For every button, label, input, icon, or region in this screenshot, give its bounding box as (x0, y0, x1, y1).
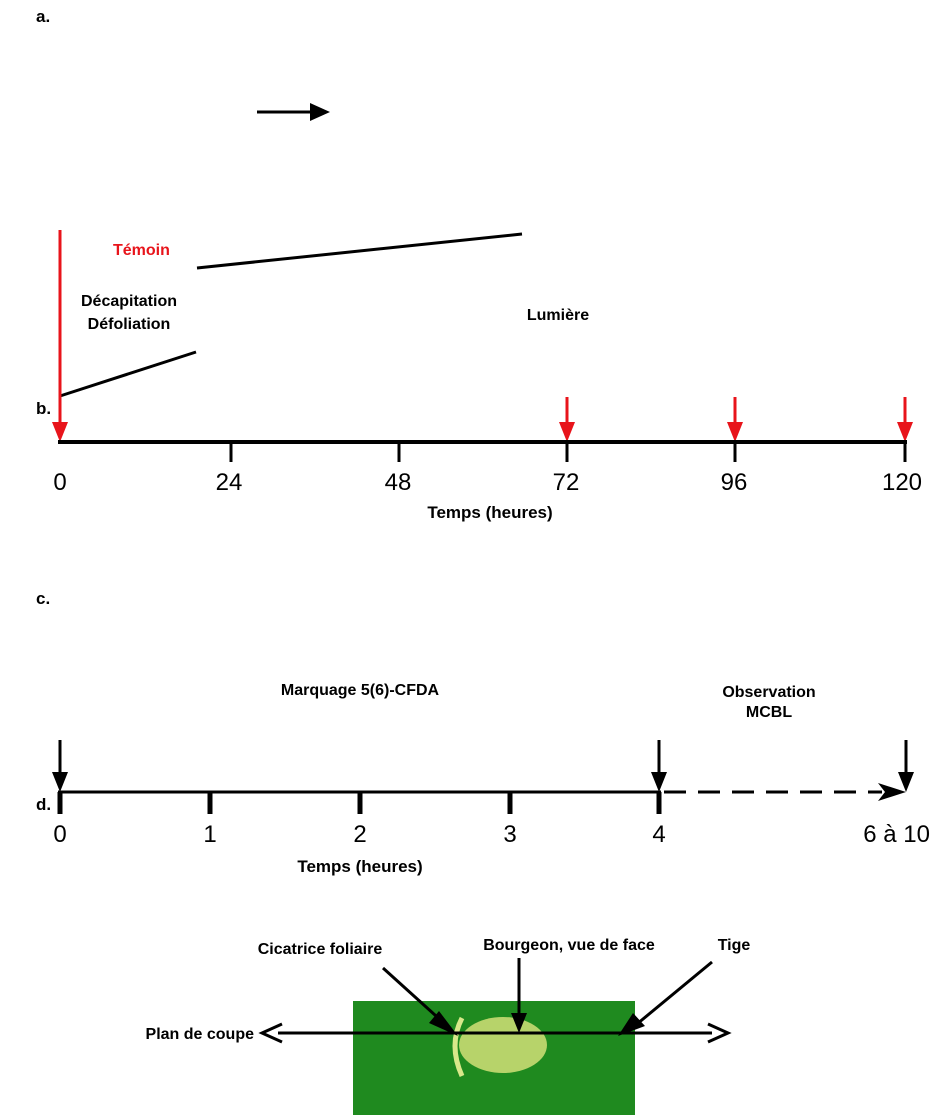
bourgeon-pointer (511, 958, 527, 1033)
temoin-label: Témoin (113, 242, 170, 259)
red-arrow-96 (727, 397, 743, 442)
panel-label-b: b. (36, 399, 51, 418)
cicatrice-label: Cicatrice foliaire (258, 941, 383, 958)
tick-label-b-72: 72 (553, 469, 580, 496)
axis-c-arrowhead (878, 783, 906, 801)
black-arrow-end (898, 740, 914, 792)
bud (459, 1017, 547, 1073)
black-arrow-0 (52, 740, 68, 792)
panel-c: Marquage 5(6)-CFDA Observation MCBL 0 1 … (52, 682, 930, 876)
observation-label-2: MCBL (746, 704, 792, 721)
end-label-c: 6 à 10 (863, 821, 930, 848)
tick-label-b-24: 24 (216, 469, 243, 496)
panel-label-d: d. (36, 795, 51, 814)
tick-label-b-48: 48 (385, 469, 412, 496)
decapitation-label: Décapitation (81, 293, 177, 310)
defoliation-label: Défoliation (88, 316, 171, 333)
temoin-line (196, 232, 523, 270)
tige-label: Tige (718, 937, 751, 954)
red-arrow-120 (897, 397, 913, 442)
tick-label-b-120: 120 (882, 469, 922, 496)
observation-label-1: Observation (722, 684, 815, 701)
bourgeon-label: Bourgeon, vue de face (483, 937, 655, 954)
plan-label: Plan de coupe (146, 1026, 255, 1043)
tick-label-c-4: 4 (652, 821, 665, 848)
marquage-label: Marquage 5(6)-CFDA (281, 682, 440, 699)
red-arrow-0 (52, 230, 68, 442)
black-arrow-4 (651, 740, 667, 792)
panel-label-c: c. (36, 589, 50, 608)
axis-title-b: Temps (heures) (427, 503, 552, 522)
plan-de-coupe-arrow (258, 1022, 732, 1044)
tick-label-b-96: 96 (721, 469, 748, 496)
tick-label-c-2: 2 (353, 821, 366, 848)
panel-d: Cicatrice foliaire Bourgeon, vue de face… (146, 937, 751, 1115)
panel-a-arrow (257, 103, 330, 121)
panel-b: Témoin Décapitation Défoliation Lumière (52, 230, 922, 522)
tige-pointer (618, 960, 713, 1036)
panel-label-a: a. (36, 7, 50, 26)
tick-label-c-0: 0 (53, 821, 66, 848)
tick-label-c-3: 3 (503, 821, 516, 848)
leaf-scar (452, 1016, 465, 1078)
tick-label-b-0: 0 (53, 469, 66, 496)
axis-title-c: Temps (heures) (297, 857, 422, 876)
cicatrice-pointer (381, 966, 458, 1036)
lumiere-label: Lumière (527, 307, 589, 324)
treatment-line (59, 350, 197, 398)
tick-label-c-1: 1 (203, 821, 216, 848)
red-arrow-72 (559, 397, 575, 442)
